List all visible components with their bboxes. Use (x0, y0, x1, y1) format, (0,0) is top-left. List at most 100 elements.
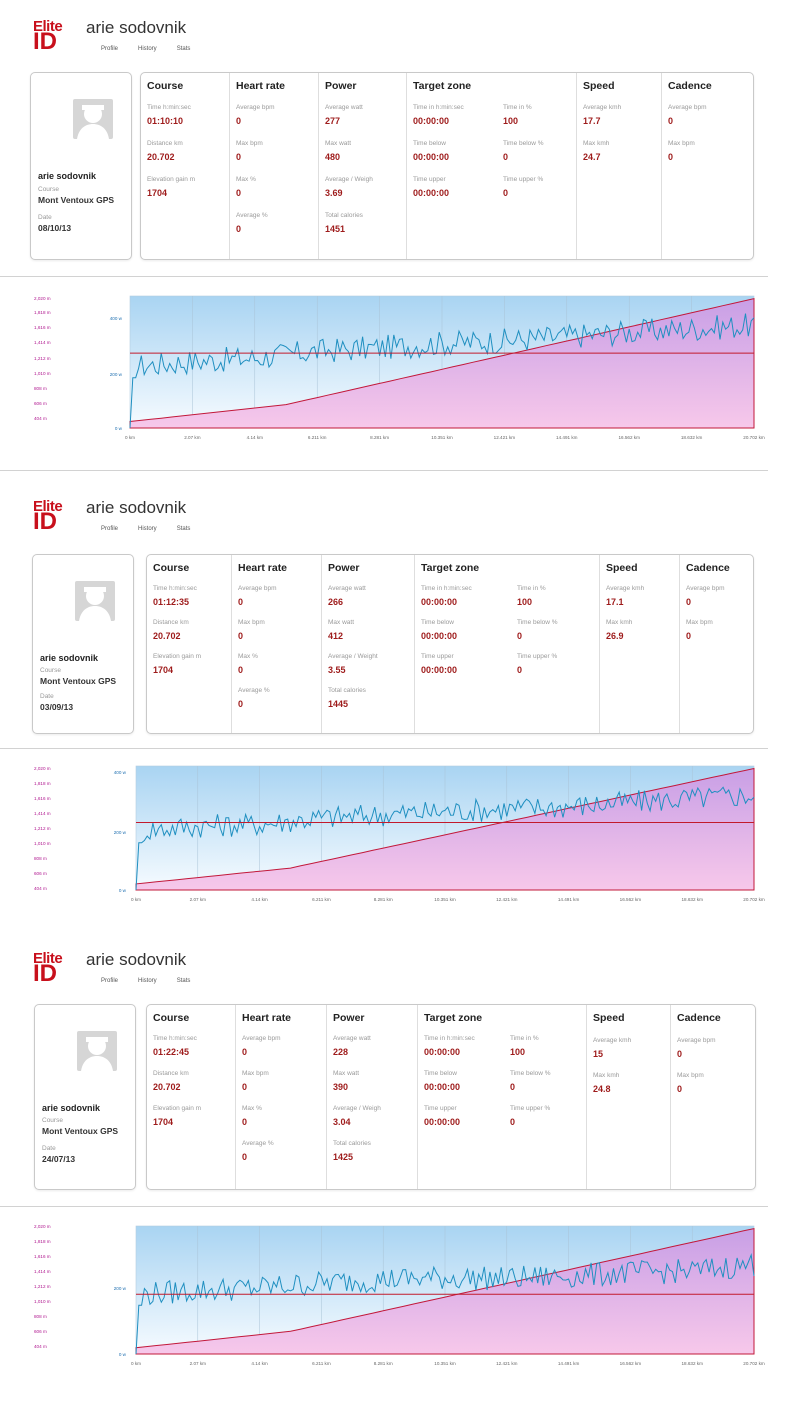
x-tick-label: 12.421 km (496, 1361, 518, 1366)
col-target-zone: Target zone Time in h:min:sec 00:00:00 Ti… (417, 1005, 587, 1189)
course-value: Mont Ventoux GPS (40, 676, 117, 686)
power-heading: Power (333, 1012, 365, 1024)
elite-id-logo[interactable]: Elite ID (33, 498, 73, 542)
nav-stats[interactable]: Stats (176, 526, 191, 532)
elite-id-logo[interactable]: Elite ID (33, 950, 73, 994)
stat-value: 277 (325, 116, 341, 126)
target-zone-heading: Target zone (413, 80, 472, 92)
stat-value: 00:00:00 (424, 1047, 461, 1057)
x-tick-label: 18.632 km (681, 897, 703, 902)
stat-value: 1425 (333, 1152, 354, 1162)
elevation-tick-label: 606 m (34, 1329, 47, 1334)
nav-profile[interactable]: Profile (101, 526, 119, 532)
cadence-heading: Cadence (677, 1012, 721, 1024)
profile-name: arie sodovnik (40, 653, 99, 663)
divider (0, 470, 768, 471)
nav-history[interactable]: History (138, 526, 157, 532)
stat-value: 0 (517, 665, 523, 675)
elite-id-logo[interactable]: Elite ID (33, 18, 73, 62)
user-name-header: arie sodovnik (86, 498, 187, 517)
user-silhouette-icon (77, 105, 109, 139)
elevation-tick-label: 1,010 m (34, 371, 51, 376)
nav-stats[interactable]: Stats (176, 46, 191, 52)
divider (0, 276, 768, 277)
date-value: 03/09/13 (40, 702, 74, 712)
stat-label: Max bpm (242, 1070, 269, 1077)
stat-label: Average kmh (593, 1037, 632, 1044)
x-tick-label: 14.491 km (558, 897, 580, 902)
stat-value: 0 (238, 597, 244, 607)
nav-profile[interactable]: Profile (101, 46, 119, 52)
x-tick-label: 12.421 km (494, 435, 516, 440)
user-silhouette-icon (79, 587, 111, 621)
elevation-tick-label: 1,212 m (34, 826, 51, 831)
ride-chart-3: 2,020 m 1,818 m 1,616 m 1,414 m 1,212 m 1,010… (0, 1218, 800, 1376)
x-tick-label: 10.351 km (434, 1361, 456, 1366)
elevation-tick-label: 1,212 m (34, 1284, 51, 1289)
stat-value: 3.04 (333, 1117, 351, 1127)
top-nav: Profile History Stats (101, 46, 190, 52)
stat-value: 0 (238, 665, 244, 675)
user-name-header: arie sodovnik (86, 950, 187, 969)
stat-value: 0 (503, 188, 509, 198)
power-tick-label: 0 w (115, 426, 123, 431)
stat-value: 1445 (328, 699, 349, 709)
stat-value: 266 (328, 597, 344, 607)
x-tick-label: 10.351 km (434, 897, 456, 902)
stat-label: Max watt (333, 1070, 360, 1077)
stat-value: 0 (242, 1117, 248, 1127)
col-target-zone: Target zone Time in h:min:sec 00:00:00 Ti… (406, 73, 577, 259)
elevation-value: 1704 (153, 1117, 174, 1127)
stat-value: 0 (503, 152, 509, 162)
stat-value: 3.55 (328, 665, 346, 675)
stats-panel: Course Time h:min:sec 01:22:45 Distance k… (146, 1004, 756, 1190)
x-tick-label: 6.211 km (312, 897, 331, 902)
stat-value: 24.7 (583, 152, 601, 162)
top-nav: Profile History Stats (101, 978, 190, 984)
x-tick-label: 2.07 km (190, 1361, 207, 1366)
stat-value: 00:00:00 (424, 1117, 461, 1127)
stat-label: Time in % (517, 585, 546, 592)
stat-label: Elevation gain m (147, 176, 196, 183)
stat-value: 0 (686, 631, 692, 641)
stat-label: Max kmh (606, 619, 633, 626)
avatar (73, 99, 113, 139)
stat-label: Time below (424, 1070, 457, 1077)
stat-label: Average bpm (242, 1035, 281, 1042)
course-label: Course (42, 1117, 63, 1124)
x-tick-label: 20.702 km (743, 897, 765, 902)
x-tick-label: 16.562 km (620, 1361, 642, 1366)
nav-history[interactable]: History (138, 46, 157, 52)
col-heart-rate: Heart rate Average bpm 0 Max bpm 0 Max % 0 … (229, 73, 319, 259)
col-power: Power Average watt 266 Max watt 412 Averag… (321, 555, 415, 733)
stat-value: 390 (333, 1082, 349, 1092)
x-tick-label: 18.632 km (681, 1361, 703, 1366)
stat-value: 00:00:00 (424, 1082, 461, 1092)
nav-history[interactable]: History (138, 978, 157, 984)
speed-heading: Speed (583, 80, 615, 92)
stat-label: Average kmh (606, 585, 645, 592)
stat-label: Time h:min:sec (153, 585, 197, 592)
stat-value: 17.7 (583, 116, 601, 126)
stat-value: 0 (677, 1084, 683, 1094)
stat-label: Max % (242, 1105, 262, 1112)
stat-label: Total calories (328, 687, 366, 694)
stat-label: Total calories (333, 1140, 371, 1147)
stat-value: 0 (517, 631, 523, 641)
target-zone-heading: Target zone (424, 1012, 483, 1024)
x-tick-label: 8.281 km (374, 897, 393, 902)
nav-stats[interactable]: Stats (176, 978, 191, 984)
power-line (129, 313, 755, 429)
stat-label: Distance km (153, 619, 189, 626)
target-zone-heading: Target zone (421, 562, 480, 574)
stat-label: Time in h:min:sec (421, 585, 472, 592)
nav-profile[interactable]: Profile (101, 978, 119, 984)
elevation-tick-label: 1,414 m (34, 811, 51, 816)
stat-label: Average bpm (236, 104, 275, 111)
logo-elite-text: Elite (33, 18, 63, 35)
stat-value: 0 (236, 224, 242, 234)
date-label: Date (38, 214, 52, 221)
stat-label: Average watt (325, 104, 363, 111)
stat-label: Max watt (328, 619, 355, 626)
time-value: 01:22:45 (153, 1047, 190, 1057)
